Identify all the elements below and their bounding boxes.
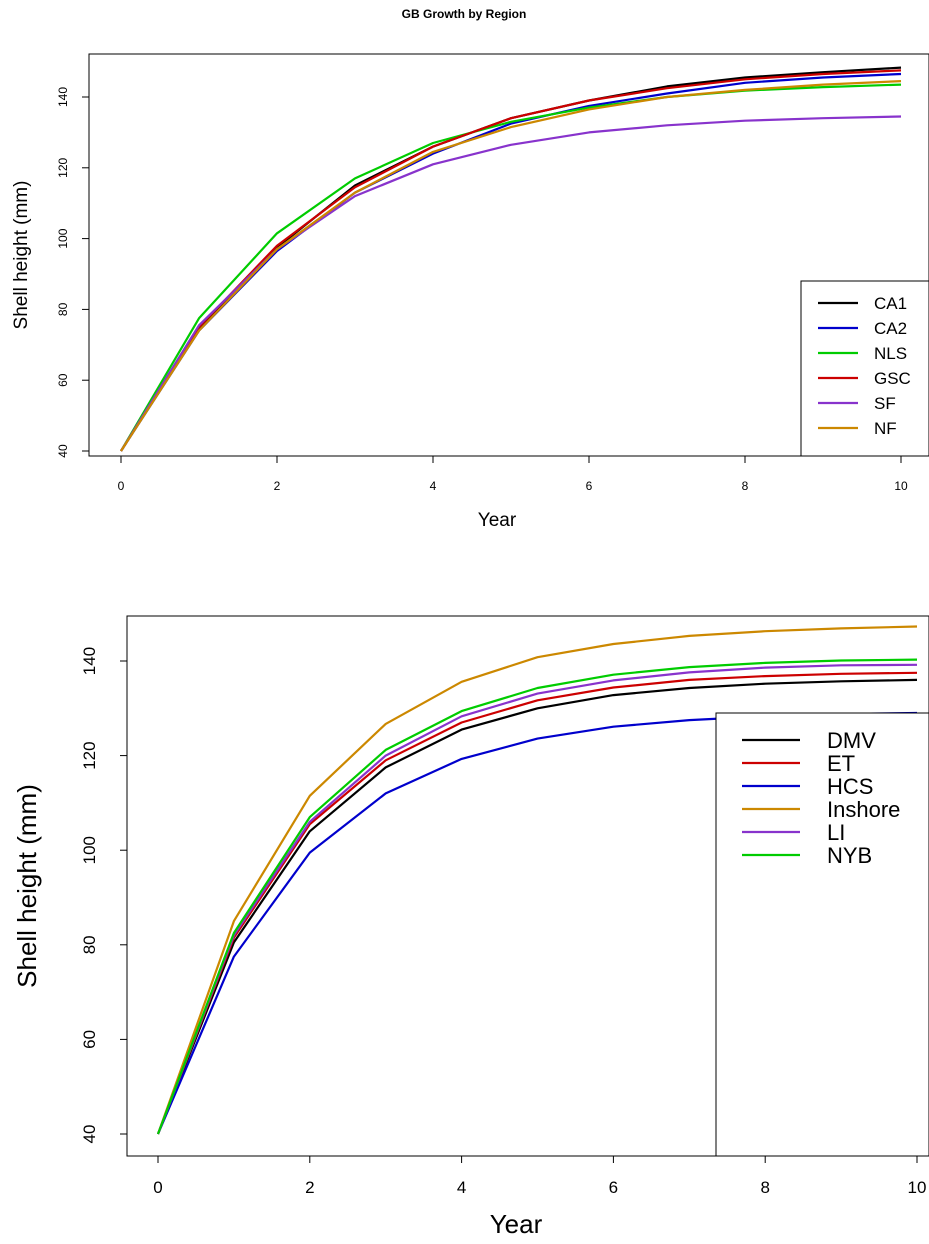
legend-label: LI — [827, 820, 845, 845]
plot-frame — [126, 615, 929, 1157]
plot-frame — [88, 53, 929, 457]
x-tick-label: 10 — [894, 479, 908, 493]
series-line-dmv — [156, 678, 918, 1135]
series-line-nf — [120, 80, 902, 452]
x-tick-label: 8 — [742, 479, 749, 493]
y-axis-label: Shell height (mm) — [11, 181, 32, 330]
y-tick-label: 120 — [56, 157, 70, 177]
chart-title: GB Growth by Region — [402, 7, 527, 21]
y-tick-label: 80 — [80, 935, 99, 954]
x-tick-label: 6 — [586, 479, 593, 493]
y-tick-label: 60 — [56, 373, 70, 387]
legend-label: Inshore — [827, 797, 900, 822]
legend-label: SF — [874, 394, 896, 413]
series-line-nls — [120, 83, 902, 452]
x-tick-label: 0 — [118, 479, 125, 493]
legend: CA1 CA2 NLS GSC SF NF — [800, 280, 929, 457]
x-axis-label: Year — [490, 1209, 543, 1239]
legend-box — [800, 280, 929, 457]
y-tick-label: 60 — [80, 1030, 99, 1049]
series-line-ca1 — [120, 66, 902, 452]
legend-label: NLS — [874, 344, 907, 363]
y-axis-label: Shell height (mm) — [12, 784, 42, 988]
series-line-inshore — [156, 625, 918, 1135]
legend-label: CA2 — [874, 319, 907, 338]
series-line-li — [156, 663, 918, 1135]
legend-label: ET — [827, 751, 855, 776]
series-line-ca2 — [120, 72, 902, 452]
legend-label: DMV — [827, 728, 876, 753]
legend-label: NYB — [827, 843, 872, 868]
x-tick-label: 4 — [457, 1178, 466, 1197]
y-tick-label: 140 — [80, 647, 99, 675]
series-line-et — [156, 671, 918, 1135]
chart-2: 0 2 4 6 8 10 40 60 80 100 120 140 Year Shell height (… — [12, 615, 929, 1239]
x-tick-label: 8 — [760, 1178, 769, 1197]
chart-1: GB Growth by Region 0 2 4 6 8 10 40 60 80 100 120 14… — [11, 7, 929, 531]
x-axis-label: Year — [478, 510, 517, 531]
y-tick-label: 140 — [56, 87, 70, 107]
y-tick-label: 100 — [80, 836, 99, 864]
x-tick-label: 6 — [609, 1178, 618, 1197]
y-tick-label: 80 — [56, 302, 70, 316]
x-tick-label: 2 — [274, 479, 281, 493]
y-tick-label: 40 — [80, 1125, 99, 1144]
legend-label: CA1 — [874, 294, 907, 313]
series-line-nyb — [156, 658, 918, 1135]
legend-label: GSC — [874, 369, 911, 388]
y-tick-label: 40 — [56, 444, 70, 458]
x-tick-label: 2 — [305, 1178, 314, 1197]
legend-box — [715, 712, 929, 1157]
series-line-gsc — [120, 69, 902, 452]
legend-label: NF — [874, 419, 897, 438]
series-line-sf — [120, 115, 902, 452]
x-tick-label: 10 — [908, 1178, 927, 1197]
y-tick-label: 100 — [56, 228, 70, 248]
legend-label: HCS — [827, 774, 873, 799]
x-tick-label: 4 — [430, 479, 437, 493]
y-tick-label: 120 — [80, 741, 99, 769]
x-tick-label: 0 — [153, 1178, 162, 1197]
